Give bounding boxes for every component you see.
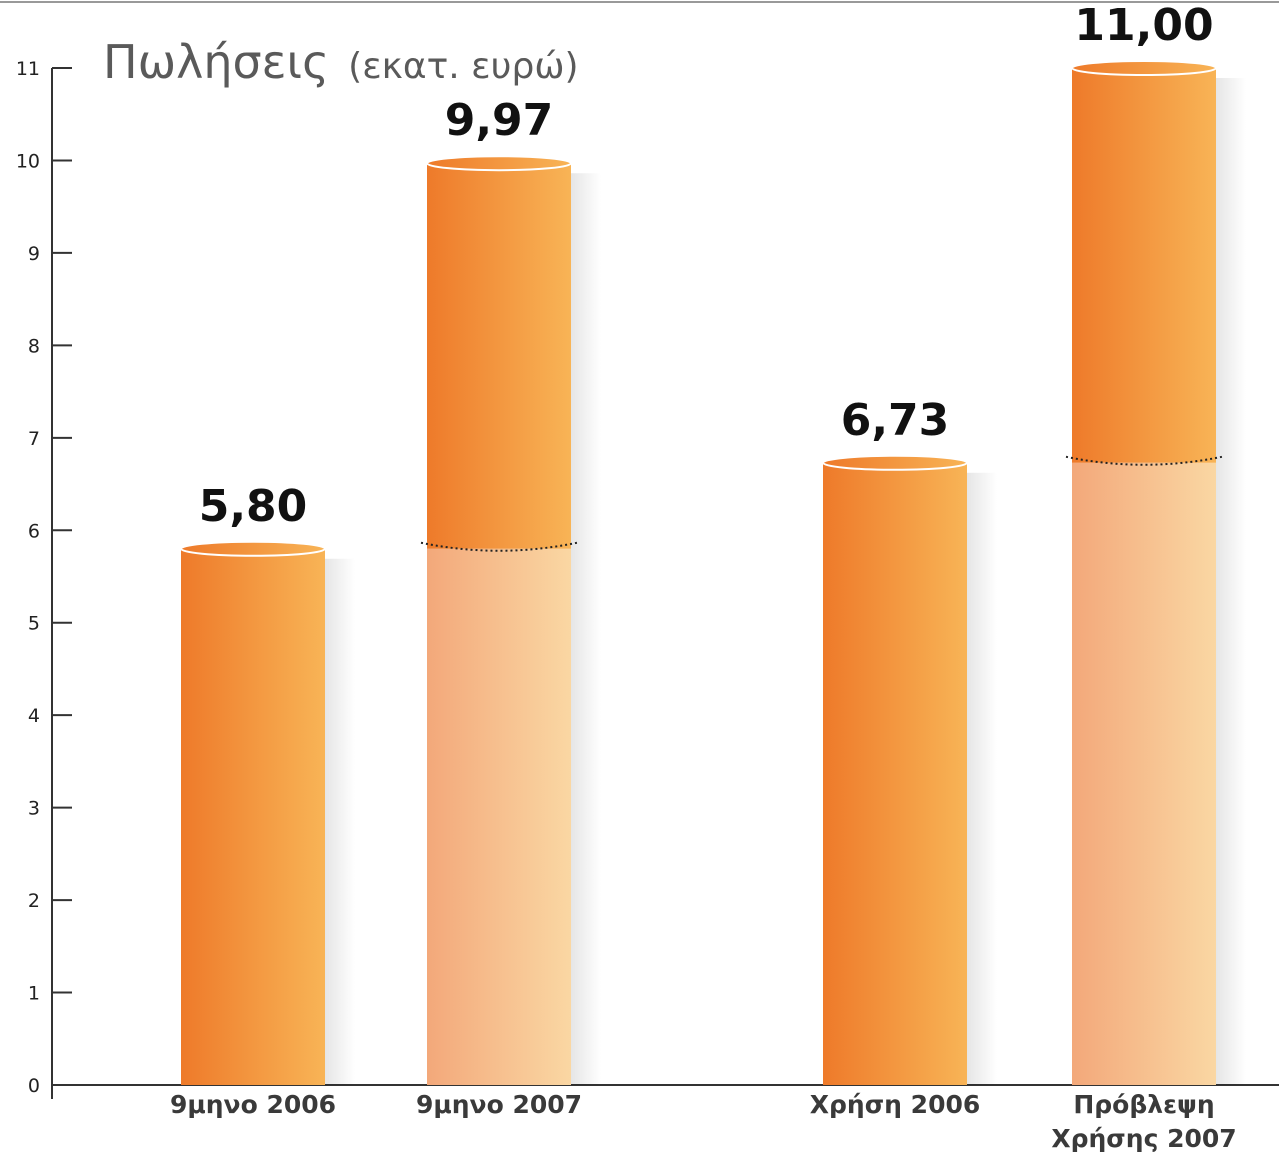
bar-value-label: 9,97 xyxy=(445,95,554,146)
bar-1: 5,80 xyxy=(180,481,355,1085)
y-tick-label: 5 xyxy=(28,613,40,635)
x-category-label: Χρήσης 2007 xyxy=(1051,1124,1236,1153)
y-tick-label: 6 xyxy=(28,520,40,542)
y-tick-label: 11 xyxy=(16,58,40,80)
y-tick-label: 8 xyxy=(28,335,40,357)
bar-shadow xyxy=(1216,78,1246,1085)
bar-cap xyxy=(822,454,968,471)
chart-title-unit: (εκατ. ευρώ) xyxy=(348,46,578,87)
bar-4: 11,00 xyxy=(1065,0,1246,1086)
bar-body xyxy=(181,548,325,1085)
chart-title-main: Πωλήσεις xyxy=(103,35,329,89)
bar-cap xyxy=(1071,60,1217,76)
bar-3: 6,73 xyxy=(822,395,997,1086)
bar-shadow xyxy=(571,173,601,1086)
x-category-label: 9μηνο 2007 xyxy=(416,1090,582,1119)
bar-value-label: 5,80 xyxy=(199,481,308,532)
bar-value-label: 11,00 xyxy=(1074,0,1213,51)
y-tick-label: 4 xyxy=(28,705,40,727)
x-category-label: Χρήση 2006 xyxy=(810,1090,981,1119)
y-tick-label: 7 xyxy=(28,428,40,450)
bars-group: 5,80 9,97 6,73 11,00 xyxy=(180,0,1246,1086)
y-tick-label: 9 xyxy=(28,243,40,265)
y-tick-label: 3 xyxy=(28,798,40,820)
bar-body xyxy=(823,462,967,1086)
bar-increase-segment xyxy=(1072,68,1216,463)
bar-cap xyxy=(180,540,326,557)
y-tick-label: 0 xyxy=(28,1075,40,1097)
bar-shadow xyxy=(325,558,355,1085)
y-tick-label: 2 xyxy=(28,890,40,912)
y-tick-label: 10 xyxy=(16,150,40,172)
bar-shadow xyxy=(967,472,997,1086)
x-axis-labels: 9μηνο 2006 9μηνο 2007 Χρήση 2006 Πρόβλεψη Χρ… xyxy=(170,1090,1237,1153)
y-tick-label: 1 xyxy=(28,983,40,1005)
x-category-label: Πρόβλεψη xyxy=(1073,1090,1214,1119)
bar-value-label: 6,73 xyxy=(841,395,950,446)
bar-base-segment xyxy=(1072,462,1216,1086)
bar-increase-segment xyxy=(427,163,571,549)
chart-title: Πωλήσεις (εκατ. ευρώ) xyxy=(103,35,579,89)
bar-2: 9,97 xyxy=(420,95,601,1086)
bar-cap xyxy=(426,155,572,172)
bar-base-segment xyxy=(427,548,571,1085)
x-category-label: 9μηνο 2006 xyxy=(170,1090,336,1119)
